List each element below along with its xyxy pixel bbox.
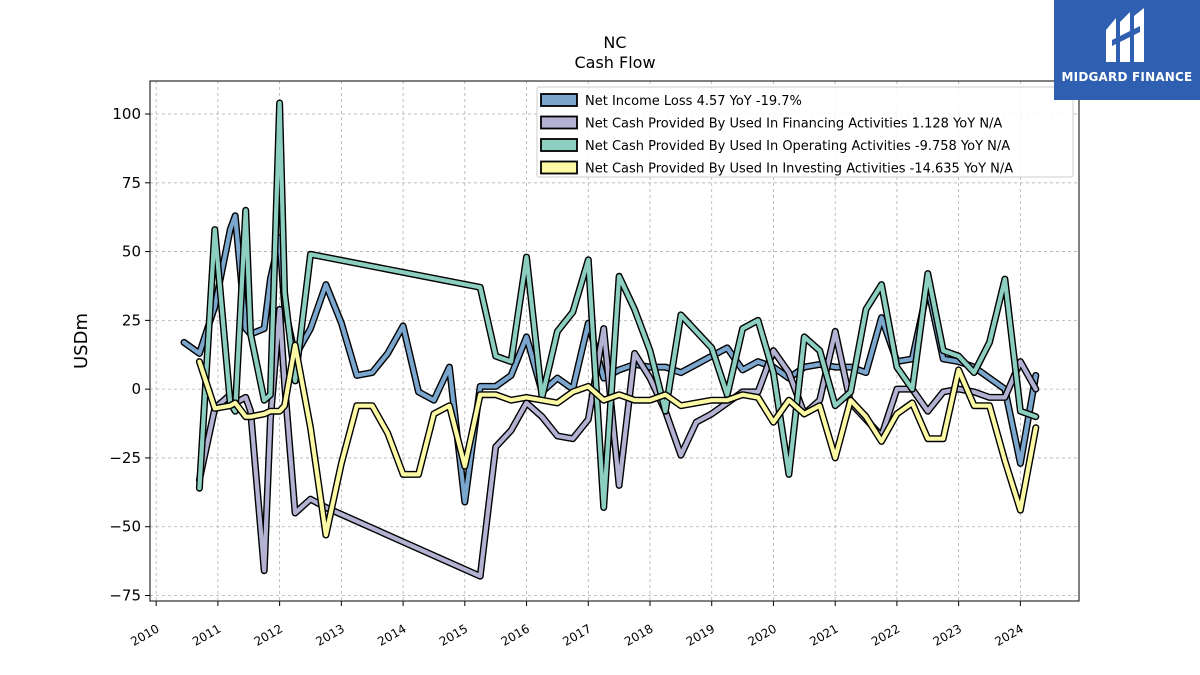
legend-entry-label: Net Income Loss 4.57 YoY -19.7% — [585, 94, 802, 109]
series-2 — [195, 99, 1040, 511]
legend-entry-label: Net Cash Provided By Used In Operating A… — [585, 139, 1010, 154]
y-tick-label: 50 — [122, 243, 141, 261]
y-axis: −75 −50 −25 0 25 50 75 100 — [109, 105, 150, 604]
y-tick-label: −75 — [109, 586, 141, 604]
chart-title: NC — [603, 33, 626, 52]
logo-name: MIDGARD FINANCE — [1061, 70, 1193, 84]
series-line — [197, 100, 1038, 510]
midgard-m-logo-icon — [1106, 8, 1144, 62]
y-tick-label: 100 — [112, 105, 141, 123]
legend-entry-label: Net Cash Provided By Used In Financing A… — [585, 117, 1002, 132]
chart-subtitle: Cash Flow — [574, 53, 655, 72]
y-tick-label: −50 — [109, 518, 141, 536]
legend-entry-label: Net Cash Provided By Used In Investing A… — [585, 162, 1013, 177]
y-tick-label: −25 — [109, 449, 141, 467]
y-tick-label: 25 — [122, 311, 141, 329]
plot-frame — [149, 80, 1080, 602]
series-lines — [180, 99, 1040, 580]
legend-swatch — [540, 115, 578, 130]
series-3 — [195, 341, 1040, 539]
y-tick-label: 75 — [122, 174, 141, 192]
legend-swatch — [540, 93, 578, 107]
series-line — [197, 343, 1038, 538]
legend: Net Income Loss 4.57 YoY -19.7% Net Cash … — [536, 86, 1074, 178]
midgard-finance-logo: MIDGARD FINANCE — [1054, 0, 1200, 100]
legend-frame — [536, 86, 1074, 178]
y-tick-label: 0 — [131, 380, 141, 398]
legend-swatch — [540, 160, 578, 175]
y-axis-label: USDm — [71, 313, 92, 369]
legend-swatch — [540, 138, 578, 152]
